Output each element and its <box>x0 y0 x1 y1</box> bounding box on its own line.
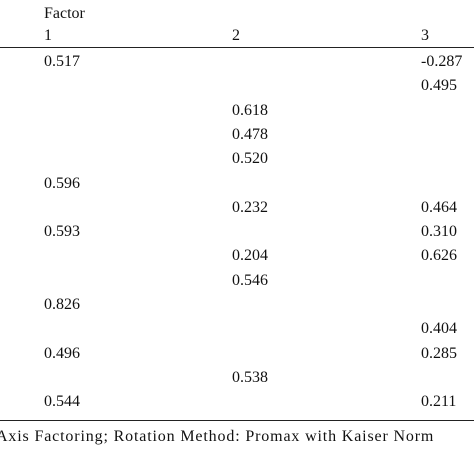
table-cell: 0.404 <box>421 320 457 338</box>
table-cell: 0.310 <box>421 223 457 241</box>
factor-group-label: Factor <box>44 5 85 22</box>
column-header-1: 1 <box>44 27 52 44</box>
table-cell: 0.478 <box>232 125 268 143</box>
column-header-3: 3 <box>421 27 429 44</box>
table-cell: 0.546 <box>232 271 268 289</box>
table-footnote: Axis Factoring; Rotation Method: Promax … <box>0 428 435 445</box>
bottom-rule <box>0 420 474 422</box>
table-cell: 0.204 <box>232 247 268 265</box>
header-rule <box>0 47 474 49</box>
table-cell: 0.232 <box>232 198 268 216</box>
table-cell: 0.544 <box>44 393 80 411</box>
table-cell: 0.520 <box>232 150 268 168</box>
table-cell: 0.211 <box>421 393 457 411</box>
table-cell: 0.496 <box>44 344 80 362</box>
column-header-2: 2 <box>232 27 240 44</box>
table-cell: 0.495 <box>421 77 457 95</box>
table-cell: 0.464 <box>421 198 457 216</box>
table-cell: 0.593 <box>44 223 80 241</box>
table-cell: 0.618 <box>232 101 268 119</box>
table-cell: 0.538 <box>232 368 268 386</box>
table-cell: 0.517 <box>44 53 80 70</box>
table-cell: 0.596 <box>44 174 80 192</box>
table-cell: 0.826 <box>44 296 80 313</box>
table-cell: -0.287 <box>421 53 463 70</box>
table-cell: 0.626 <box>421 247 457 265</box>
table-cell: 0.285 <box>421 344 457 362</box>
